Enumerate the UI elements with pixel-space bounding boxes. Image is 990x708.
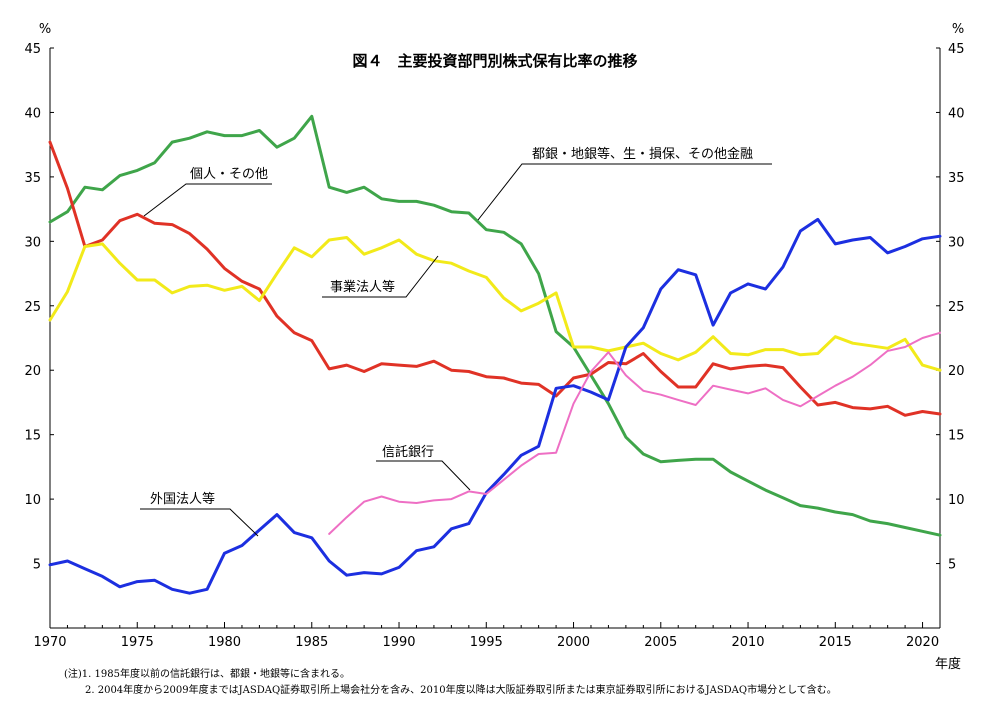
- x-tick-label: 1970: [33, 635, 66, 650]
- y-tick-label-right: 25: [948, 300, 965, 315]
- annotation-foreign-label: 外国法人等: [150, 491, 215, 507]
- x-tick-label: 1975: [121, 635, 154, 650]
- annotation-individual: 個人・その他: [143, 167, 272, 217]
- annotation-corporate-label: 事業法人等: [330, 279, 395, 295]
- annotation-corporate: 事業法人等: [322, 255, 439, 298]
- annotation-financial: 都銀・地銀等、生・損保、その他金融: [477, 146, 772, 221]
- annotation-foreign: 外国法人等: [140, 491, 259, 537]
- y-tick-label-left: 45: [24, 42, 41, 57]
- series-line-3: [48, 217, 942, 595]
- series-annotations: 都銀・地銀等、生・損保、その他金融 個人・その他 事業法人等 外国法人等 信託銀…: [140, 146, 772, 537]
- x-tick-label: 2000: [557, 635, 590, 650]
- y-tick-label-left: 10: [24, 493, 41, 508]
- x-tick-label: 2020: [906, 635, 939, 650]
- annotation-individual-label: 個人・その他: [190, 167, 268, 182]
- y-tick-label-left: 20: [24, 364, 41, 379]
- x-tick-label: 2015: [819, 635, 852, 650]
- series-line-0: [48, 114, 942, 537]
- annotation-financial-leader: [477, 163, 772, 221]
- y-tick-label-left: 5: [33, 558, 41, 573]
- series-line-1: [48, 140, 942, 417]
- x-tick-label: 1980: [208, 635, 241, 650]
- y-tick-label-right: 5: [948, 558, 956, 573]
- footnote-2: 2. 2004年度から2009年度まではJASDAQ証券取引所上場会社分を含み、…: [85, 683, 837, 696]
- series-line-4: [328, 331, 941, 535]
- x-tick-label: 1995: [470, 635, 503, 650]
- y-tick-label-left: 35: [24, 171, 41, 186]
- y-tick-label-right: 35: [948, 171, 965, 186]
- series-line-2: [48, 236, 942, 372]
- annotation-individual-leader: [143, 183, 272, 217]
- y-unit-right: %: [952, 22, 964, 37]
- y-tick-label-right: 45: [948, 42, 965, 57]
- axes: 1970 1975 1980 1985 1990 1995 2000 2005 2010 2015…: [24, 42, 964, 650]
- y-tick-label-right: 40: [948, 106, 965, 121]
- y-tick-label-left: 40: [24, 106, 41, 121]
- y-tick-label-right: 10: [948, 493, 965, 508]
- chart-title: 図４ 主要投資部門別株式保有比率の推移: [352, 52, 637, 70]
- annotation-trust-label: 信託銀行: [382, 444, 434, 460]
- annotation-corporate-leader: [322, 255, 439, 298]
- y-tick-label-right: 30: [948, 235, 965, 250]
- annotation-trust-leader: [376, 460, 471, 491]
- y-tick-label-left: 15: [24, 429, 41, 444]
- y-tick-label-left: 25: [24, 300, 41, 315]
- x-tick-label: 2010: [731, 635, 764, 650]
- annotation-foreign-leader: [140, 508, 259, 537]
- y-tick-label-right: 20: [948, 364, 965, 379]
- y-unit-left: %: [39, 22, 51, 37]
- y-tick-label-right: 15: [948, 429, 965, 444]
- x-tick-label: 1990: [382, 635, 415, 650]
- annotation-trust: 信託銀行: [376, 444, 471, 491]
- footnote-1: (注)1. 1985年度以前の信託銀行は、都銀・地銀等に含まれる。: [64, 667, 350, 680]
- annotation-financial-label: 都銀・地銀等、生・損保、その他金融: [532, 146, 753, 162]
- y-tick-label-left: 30: [24, 235, 41, 250]
- x-tick-label: 1985: [295, 635, 328, 650]
- x-tick-label: 2005: [644, 635, 677, 650]
- x-axis-label: 年度: [935, 656, 961, 672]
- series-layer: [48, 114, 942, 595]
